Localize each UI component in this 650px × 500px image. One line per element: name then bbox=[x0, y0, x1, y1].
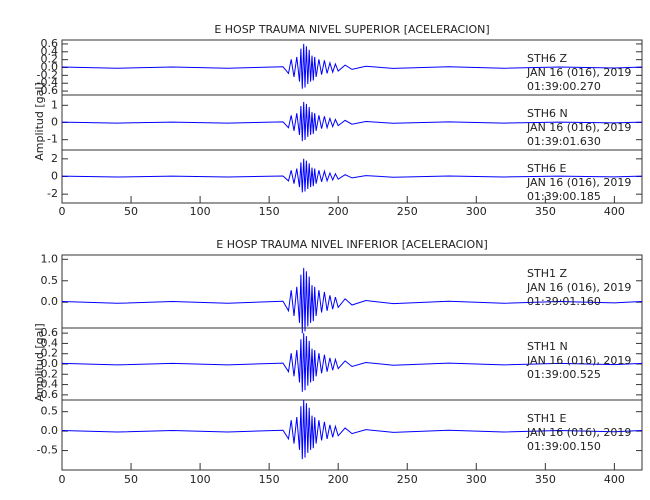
waveform bbox=[61, 399, 643, 460]
date-label: JAN 16 (016), 2019 bbox=[526, 426, 631, 439]
y-tick-label: 2 bbox=[51, 152, 58, 165]
x-tick-label: 0 bbox=[59, 473, 66, 486]
x-tick-label: 300 bbox=[466, 473, 487, 486]
x-tick-label: 150 bbox=[259, 205, 280, 218]
y-tick-label: 0.0 bbox=[41, 295, 59, 308]
x-tick-label: 250 bbox=[397, 473, 418, 486]
y-tick-label: -2 bbox=[47, 187, 58, 200]
time-label: 01:39:00.525 bbox=[527, 368, 601, 381]
x-tick-label: 250 bbox=[397, 205, 418, 218]
y-tick-label: -0.6 bbox=[37, 84, 58, 97]
chart-title: E HOSP TRAUMA NIVEL INFERIOR [ACELERACIO… bbox=[216, 238, 487, 251]
x-tick-label: 100 bbox=[190, 205, 211, 218]
station-label: STH6 Z bbox=[527, 52, 567, 65]
y-tick-label: 0.0 bbox=[41, 357, 59, 370]
station-label: STH1 N bbox=[527, 340, 568, 353]
y-tick-label: 0.6 bbox=[41, 326, 59, 339]
station-label: STH1 E bbox=[527, 412, 566, 425]
y-tick-label: 0 bbox=[51, 170, 58, 183]
x-tick-label: 350 bbox=[535, 205, 556, 218]
x-tick-label: 300 bbox=[466, 205, 487, 218]
y-tick-label: 1.0 bbox=[41, 252, 59, 265]
station-label: STH6 N bbox=[527, 107, 568, 120]
y-tick-label: 1 bbox=[51, 98, 58, 111]
x-tick-label: 200 bbox=[328, 205, 349, 218]
date-label: JAN 16 (016), 2019 bbox=[526, 66, 631, 79]
x-tick-label: 400 bbox=[604, 473, 625, 486]
x-tick-label: 50 bbox=[124, 205, 138, 218]
time-label: 01:39:01.630 bbox=[527, 135, 601, 148]
waveform bbox=[61, 333, 643, 392]
date-label: JAN 16 (016), 2019 bbox=[526, 354, 631, 367]
x-tick-label: 100 bbox=[190, 473, 211, 486]
y-tick-label: 0.4 bbox=[41, 45, 59, 58]
time-label: 01:39:00.270 bbox=[527, 80, 601, 93]
y-axis-label: Amplitud [gal] bbox=[33, 82, 46, 160]
y-tick-label: -0.2 bbox=[37, 367, 58, 380]
waveform bbox=[61, 43, 643, 89]
y-tick-label: -0.2 bbox=[37, 68, 58, 81]
y-tick-label: -1 bbox=[47, 133, 58, 146]
chart-title: E HOSP TRAUMA NIVEL SUPERIOR [ACELERACIO… bbox=[214, 23, 489, 36]
x-tick-label: 200 bbox=[328, 473, 349, 486]
x-tick-label: 400 bbox=[604, 205, 625, 218]
y-tick-label: 0.5 bbox=[41, 274, 59, 287]
y-tick-label: 0.0 bbox=[41, 61, 59, 74]
y-tick-label: -0.4 bbox=[37, 76, 58, 89]
y-tick-label: 0.2 bbox=[41, 53, 59, 66]
y-tick-label: 0.5 bbox=[41, 405, 59, 418]
time-label: 01:39:00.185 bbox=[527, 190, 601, 203]
waveform bbox=[61, 101, 643, 142]
date-label: JAN 16 (016), 2019 bbox=[526, 121, 631, 134]
x-tick-label: 350 bbox=[535, 473, 556, 486]
station-label: STH6 E bbox=[527, 162, 566, 175]
y-tick-label: -0.5 bbox=[37, 444, 58, 457]
waveform bbox=[61, 267, 643, 334]
time-label: 01:39:00.150 bbox=[527, 440, 601, 453]
y-tick-label: 0.4 bbox=[41, 336, 59, 349]
date-label: JAN 16 (016), 2019 bbox=[526, 281, 631, 294]
station-label: STH1 Z bbox=[527, 267, 567, 280]
date-label: JAN 16 (016), 2019 bbox=[526, 176, 631, 189]
x-tick-label: 150 bbox=[259, 473, 280, 486]
y-tick-label: -0.6 bbox=[37, 388, 58, 401]
x-tick-label: 0 bbox=[59, 205, 66, 218]
y-tick-label: 0.6 bbox=[41, 37, 59, 50]
waveform bbox=[61, 158, 643, 193]
y-tick-label: 0 bbox=[51, 116, 58, 129]
y-tick-label: -0.4 bbox=[37, 378, 58, 391]
y-axis-label: Amplitud [gal] bbox=[33, 323, 46, 401]
time-label: 01:39:01.160 bbox=[527, 295, 601, 308]
y-tick-label: 0.2 bbox=[41, 347, 59, 360]
y-tick-label: 0.0 bbox=[41, 424, 59, 437]
panel-frame bbox=[61, 399, 643, 471]
x-tick-label: 50 bbox=[124, 473, 138, 486]
